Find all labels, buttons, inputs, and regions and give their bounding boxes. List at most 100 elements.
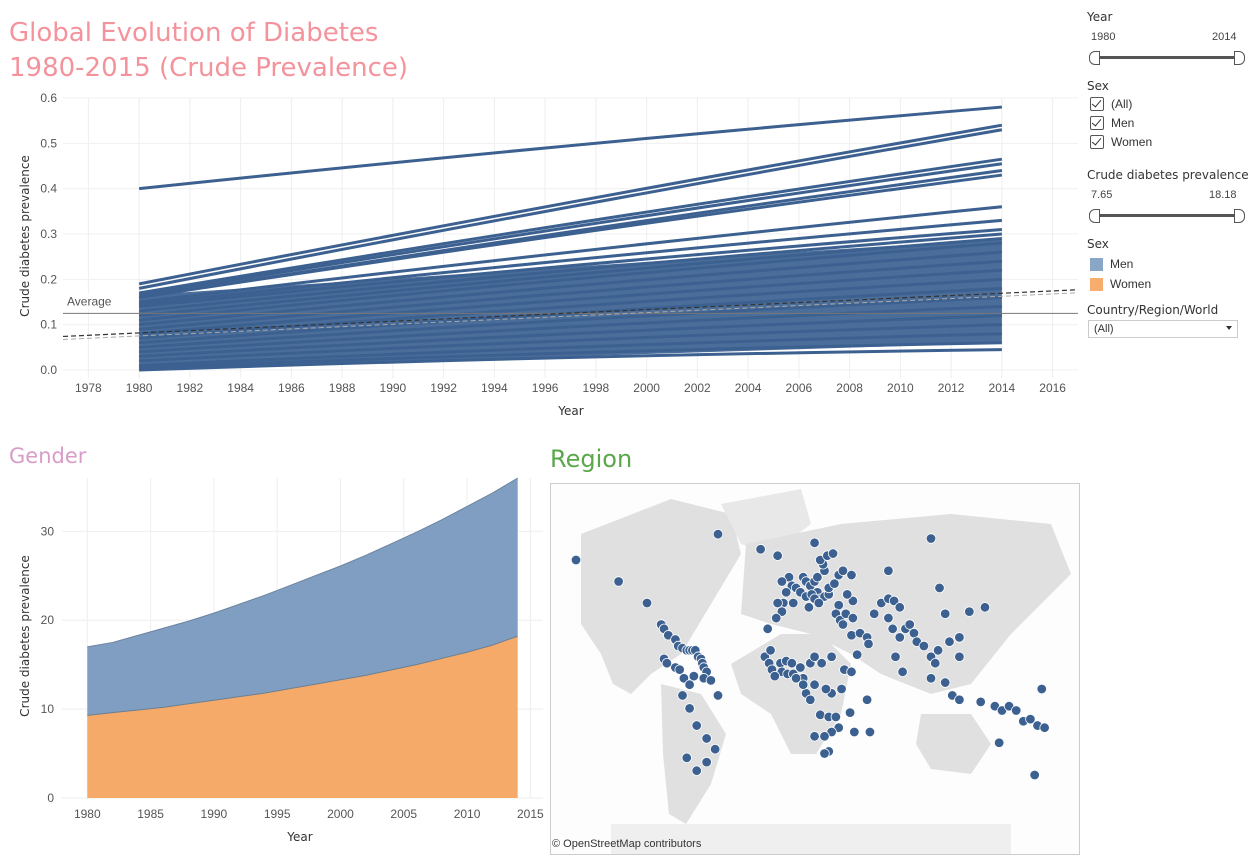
- map-point[interactable]: [851, 649, 863, 660]
- region-dropdown[interactable]: (All): [1088, 320, 1238, 338]
- map-point[interactable]: [765, 645, 776, 656]
- legend-item-women[interactable]: Women: [1090, 277, 1151, 291]
- line-series[interactable]: [138, 259, 1002, 331]
- map-point[interactable]: [954, 651, 965, 662]
- map-point[interactable]: [847, 612, 859, 624]
- line-series[interactable]: [138, 218, 1003, 306]
- area-women[interactable]: [87, 636, 518, 798]
- line-series[interactable]: [139, 341, 1002, 370]
- map-point[interactable]: [837, 565, 849, 576]
- map-point[interactable]: [613, 576, 624, 587]
- map-point[interactable]: [864, 726, 876, 738]
- map-point[interactable]: [837, 619, 849, 630]
- map-point[interactable]: [809, 651, 820, 662]
- map-point[interactable]: [894, 602, 905, 613]
- legend-item-men[interactable]: Men: [1090, 257, 1133, 271]
- line-series[interactable]: [138, 241, 1002, 322]
- map-point[interactable]: [809, 537, 820, 549]
- map-point[interactable]: [1039, 722, 1050, 733]
- map-point[interactable]: [813, 597, 825, 609]
- year-slider-track[interactable]: [1095, 56, 1237, 59]
- map-point[interactable]: [842, 589, 853, 600]
- line-series[interactable]: [139, 305, 1002, 354]
- line-series[interactable]: [138, 162, 1003, 297]
- prevalence-slider-min-handle[interactable]: [1089, 209, 1100, 223]
- map-point[interactable]: [688, 670, 700, 682]
- map-point[interactable]: [908, 627, 920, 639]
- map-point[interactable]: [681, 752, 692, 764]
- line-series[interactable]: [139, 277, 1002, 340]
- map-point[interactable]: [897, 666, 908, 678]
- map-point[interactable]: [819, 731, 830, 742]
- map-point[interactable]: [809, 731, 820, 742]
- map-point[interactable]: [701, 733, 712, 744]
- map-point[interactable]: [861, 694, 873, 705]
- map-point[interactable]: [1011, 705, 1022, 716]
- line-series[interactable]: [138, 105, 1003, 191]
- map-point[interactable]: [944, 636, 955, 647]
- map-point[interactable]: [772, 550, 783, 561]
- map-point[interactable]: [934, 582, 945, 594]
- map-point[interactable]: [904, 619, 915, 630]
- map-point[interactable]: [776, 576, 788, 587]
- map-point[interactable]: [755, 544, 766, 555]
- map-point[interactable]: [954, 694, 965, 705]
- map-point[interactable]: [940, 677, 951, 688]
- checkbox-checked-icon[interactable]: [1090, 135, 1104, 149]
- region-map[interactable]: [550, 483, 1080, 855]
- line-series[interactable]: [139, 314, 1002, 358]
- area-chart[interactable]: 0 10 20 30 1980 1985 1990 1995 2000 2005 2010 2015 Y…: [0, 470, 548, 855]
- sex-option-women[interactable]: Women: [1090, 135, 1152, 149]
- map-point[interactable]: [890, 651, 901, 662]
- line-series-band[interactable]: [139, 238, 1002, 370]
- map-points[interactable]: [570, 529, 1050, 781]
- map-point[interactable]: [883, 612, 894, 624]
- map-attribution[interactable]: © OpenStreetMap contributors: [552, 838, 702, 850]
- map-point[interactable]: [815, 709, 826, 721]
- map-point[interactable]: [769, 670, 781, 682]
- map-point[interactable]: [674, 664, 685, 675]
- map-point[interactable]: [797, 679, 809, 690]
- line-series[interactable]: [138, 123, 1003, 286]
- map-point[interactable]: [803, 602, 815, 613]
- map-point[interactable]: [684, 703, 695, 714]
- map-point[interactable]: [678, 673, 690, 684]
- checkbox-checked-icon[interactable]: [1090, 116, 1104, 130]
- map-point[interactable]: [820, 683, 832, 695]
- map-point[interactable]: [975, 696, 986, 708]
- map-point[interactable]: [829, 578, 840, 589]
- line-series[interactable]: [138, 268, 1002, 336]
- map-point[interactable]: [786, 657, 798, 669]
- map-point[interactable]: [883, 565, 894, 576]
- map-point[interactable]: [888, 595, 900, 607]
- line-series[interactable]: [138, 232, 1002, 313]
- map-point[interactable]: [1036, 683, 1047, 695]
- map-point[interactable]: [925, 533, 937, 544]
- map-point[interactable]: [691, 765, 702, 776]
- map-point[interactable]: [570, 554, 582, 566]
- map-point[interactable]: [1025, 713, 1036, 725]
- map-point[interactable]: [709, 744, 721, 755]
- map-point[interactable]: [846, 666, 857, 678]
- map-point[interactable]: [819, 748, 830, 759]
- line-series[interactable]: [138, 128, 1003, 290]
- line-series[interactable]: [139, 323, 1002, 363]
- year-slider-max-handle[interactable]: [1234, 51, 1245, 65]
- prevalence-slider-max-handle[interactable]: [1234, 209, 1245, 223]
- map-point[interactable]: [930, 657, 941, 669]
- map-point[interactable]: [795, 662, 806, 673]
- map-point[interactable]: [918, 640, 930, 652]
- map-point[interactable]: [964, 606, 975, 617]
- line-series[interactable]: [139, 295, 1002, 349]
- line-series[interactable]: [139, 332, 1002, 367]
- map-point[interactable]: [816, 657, 827, 669]
- year-slider-min-handle[interactable]: [1089, 51, 1100, 65]
- map-point[interactable]: [677, 690, 688, 701]
- map-point[interactable]: [846, 630, 857, 641]
- map-point[interactable]: [812, 571, 823, 583]
- map-point[interactable]: [712, 529, 724, 540]
- map-point[interactable]: [809, 679, 820, 690]
- map-point[interactable]: [847, 595, 859, 607]
- map-point[interactable]: [780, 587, 792, 598]
- line-series[interactable]: [138, 157, 1003, 295]
